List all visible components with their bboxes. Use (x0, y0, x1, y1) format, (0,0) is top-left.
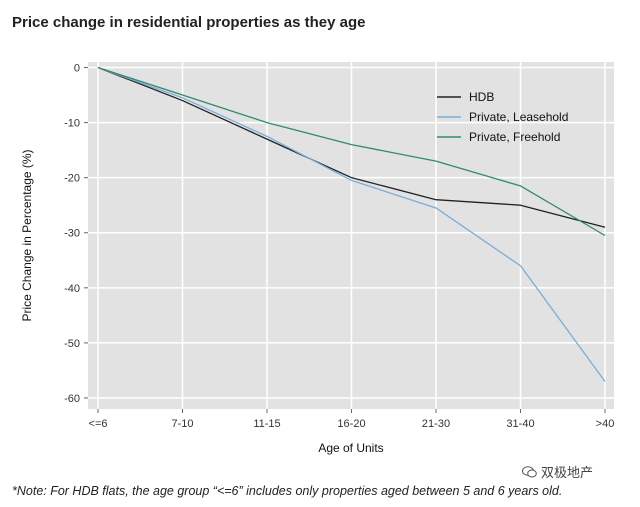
y-axis-label: Price Change in Percentage (%) (20, 149, 34, 321)
x-tick-label: 31-40 (506, 418, 534, 430)
wechat-icon (522, 465, 537, 477)
y-tick-label: -20 (64, 173, 80, 185)
watermark: 双极地产 (522, 462, 593, 481)
legend-label: Private, Leasehold (469, 110, 568, 124)
x-tick-label: 16-20 (337, 418, 365, 430)
x-tick-label: <=6 (89, 418, 108, 430)
y-tick-label: -30 (64, 228, 80, 240)
y-tick-label: -40 (64, 283, 80, 295)
x-tick-label: 11-15 (253, 418, 280, 430)
x-tick-label: 7-10 (171, 418, 193, 430)
footnote: *Note: For HDB flats, the age group “<=6… (12, 484, 563, 498)
y-tick-label: 0 (74, 63, 80, 75)
legend-label: Private, Freehold (469, 130, 560, 144)
watermark-text: 双极地产 (541, 465, 594, 480)
y-tick-label: -60 (64, 393, 80, 405)
series-line-hdb (97, 66, 606, 228)
series-line-freehold (97, 66, 606, 237)
x-axis-label: Age of Units (318, 441, 383, 455)
y-tick-label: -10 (64, 118, 80, 130)
legend-label: HDB (469, 90, 494, 104)
chart-title: Price change in residential properties a… (12, 14, 366, 31)
y-tick-label: -50 (64, 338, 80, 350)
line-chart: 0 -10 -20 -30 -40 -50 -60 <=6 7-10 11-15 16-20 21-3… (20, 62, 615, 455)
series-line-leasehold (97, 66, 606, 382)
x-tick-label: >40 (596, 418, 615, 430)
x-tick-label: 21-30 (422, 418, 450, 430)
